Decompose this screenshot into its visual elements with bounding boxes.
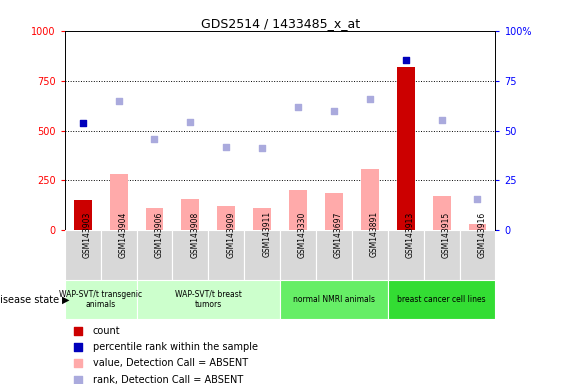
Point <box>150 136 159 142</box>
Bar <box>101 230 137 280</box>
Point <box>78 119 87 126</box>
Bar <box>468 224 486 230</box>
Text: GSM143913: GSM143913 <box>406 211 415 258</box>
Bar <box>388 280 495 319</box>
Text: WAP-SVT/t breast
tumors: WAP-SVT/t breast tumors <box>175 290 242 309</box>
Text: GSM143904: GSM143904 <box>119 211 128 258</box>
Bar <box>172 230 208 280</box>
Bar <box>137 280 280 319</box>
Bar <box>289 190 307 230</box>
Point <box>293 104 302 110</box>
Text: GSM143906: GSM143906 <box>154 211 163 258</box>
Title: GDS2514 / 1433485_x_at: GDS2514 / 1433485_x_at <box>200 17 360 30</box>
Text: count: count <box>93 326 120 336</box>
Text: GSM143909: GSM143909 <box>226 211 235 258</box>
Point <box>329 108 338 114</box>
Bar <box>74 200 92 230</box>
Text: value, Detection Call = ABSENT: value, Detection Call = ABSENT <box>93 358 248 368</box>
Point <box>365 96 374 102</box>
Point <box>222 144 231 150</box>
Text: GSM143330: GSM143330 <box>298 211 307 258</box>
Bar <box>325 194 343 230</box>
Text: percentile rank within the sample: percentile rank within the sample <box>93 342 258 352</box>
Point <box>73 344 82 350</box>
Bar <box>361 169 379 230</box>
Point <box>186 119 195 125</box>
Text: GSM143908: GSM143908 <box>190 211 199 258</box>
Bar <box>352 230 388 280</box>
Bar <box>145 209 163 230</box>
Bar <box>208 230 244 280</box>
Bar <box>280 280 388 319</box>
Bar <box>388 230 424 280</box>
Text: GSM143891: GSM143891 <box>370 211 379 257</box>
Bar <box>217 207 235 230</box>
Bar <box>244 230 280 280</box>
Point <box>114 98 123 104</box>
Text: GSM143916: GSM143916 <box>477 211 486 258</box>
Bar <box>459 230 495 280</box>
Point <box>401 56 410 63</box>
Text: normal NMRI animals: normal NMRI animals <box>293 295 375 304</box>
Bar <box>316 230 352 280</box>
Text: breast cancer cell lines: breast cancer cell lines <box>397 295 486 304</box>
Text: WAP-SVT/t transgenic
animals: WAP-SVT/t transgenic animals <box>59 290 142 309</box>
Point <box>473 196 482 202</box>
Bar <box>65 230 101 280</box>
Text: GSM143915: GSM143915 <box>441 211 450 258</box>
Point <box>73 328 82 334</box>
Point <box>73 377 82 383</box>
Bar <box>253 209 271 230</box>
Text: ▶: ▶ <box>62 295 69 305</box>
Text: rank, Detection Call = ABSENT: rank, Detection Call = ABSENT <box>93 375 243 384</box>
Text: disease state: disease state <box>0 295 59 305</box>
Bar <box>280 230 316 280</box>
Point <box>73 360 82 366</box>
Bar <box>137 230 172 280</box>
Bar <box>432 197 450 230</box>
Bar <box>65 280 137 319</box>
Bar <box>181 199 199 230</box>
Text: GSM143911: GSM143911 <box>262 211 271 257</box>
Point <box>258 144 267 151</box>
Text: GSM143697: GSM143697 <box>334 211 343 258</box>
Text: GSM143903: GSM143903 <box>83 211 92 258</box>
Bar <box>110 174 128 230</box>
Point <box>437 116 446 122</box>
Bar <box>397 67 415 230</box>
Bar <box>424 230 459 280</box>
